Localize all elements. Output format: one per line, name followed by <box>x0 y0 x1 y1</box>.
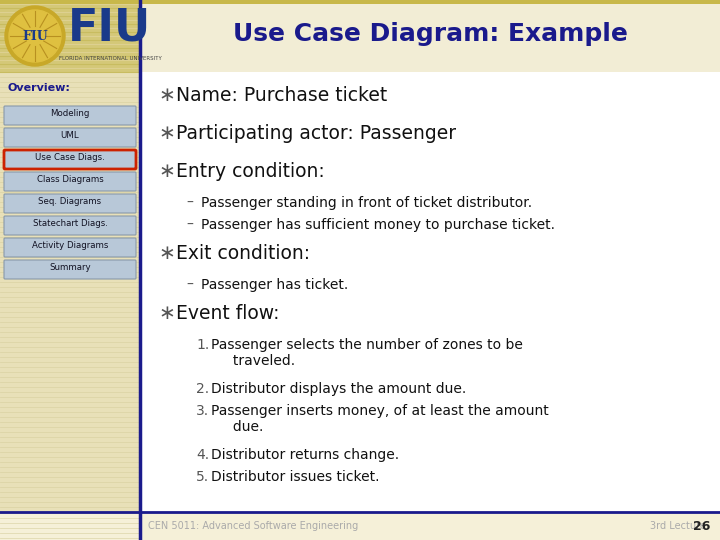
FancyBboxPatch shape <box>4 172 136 191</box>
Text: –: – <box>186 218 193 232</box>
Text: 1.: 1. <box>196 338 210 352</box>
Bar <box>0 72 140 512</box>
Text: Distributor returns change.: Distributor returns change. <box>211 448 399 462</box>
Bar <box>140 0 720 72</box>
Text: Passenger selects the number of zones to be
     traveled.: Passenger selects the number of zones to… <box>211 338 523 368</box>
Text: Event flow:: Event flow: <box>176 304 279 323</box>
Text: Entry condition:: Entry condition: <box>176 162 325 181</box>
Text: ∗: ∗ <box>158 124 175 143</box>
Text: FIU: FIU <box>22 30 48 43</box>
FancyBboxPatch shape <box>4 194 136 213</box>
FancyBboxPatch shape <box>4 128 136 147</box>
Text: Passenger standing in front of ticket distributor.: Passenger standing in front of ticket di… <box>201 196 532 210</box>
Text: Participating actor: Passenger: Participating actor: Passenger <box>176 124 456 143</box>
Text: Use Case Diagram: Example: Use Case Diagram: Example <box>233 22 627 46</box>
Text: Overview:: Overview: <box>8 83 71 93</box>
FancyBboxPatch shape <box>4 106 136 125</box>
Circle shape <box>5 6 65 66</box>
Text: 5.: 5. <box>196 470 209 484</box>
Text: 2.: 2. <box>196 382 209 396</box>
Text: Distributor issues ticket.: Distributor issues ticket. <box>211 470 379 484</box>
Bar <box>0 0 720 72</box>
Text: Statechart Diags.: Statechart Diags. <box>32 219 107 228</box>
FancyBboxPatch shape <box>4 238 136 257</box>
Text: FLORIDA INTERNATIONAL UNIVERSITY: FLORIDA INTERNATIONAL UNIVERSITY <box>58 56 161 60</box>
FancyBboxPatch shape <box>4 260 136 279</box>
Text: Passenger has ticket.: Passenger has ticket. <box>201 278 348 292</box>
Text: Seq. Diagrams: Seq. Diagrams <box>38 198 102 206</box>
FancyBboxPatch shape <box>4 216 136 235</box>
Text: FIU: FIU <box>68 6 152 50</box>
Text: ∗: ∗ <box>158 304 175 323</box>
Bar <box>141 72 720 512</box>
Text: UML: UML <box>60 132 79 140</box>
Text: 3.: 3. <box>196 404 209 418</box>
Text: Passenger has sufficient money to purchase ticket.: Passenger has sufficient money to purcha… <box>201 218 555 232</box>
Text: Distributor displays the amount due.: Distributor displays the amount due. <box>211 382 467 396</box>
Text: Class Diagrams: Class Diagrams <box>37 176 104 185</box>
Text: –: – <box>186 278 193 292</box>
Text: 3rd Lecture: 3rd Lecture <box>650 521 706 531</box>
Text: 26: 26 <box>693 519 710 532</box>
FancyBboxPatch shape <box>4 150 136 169</box>
Text: Modeling: Modeling <box>50 110 90 118</box>
Text: Activity Diagrams: Activity Diagrams <box>32 241 108 251</box>
Text: ∗: ∗ <box>158 86 175 105</box>
Bar <box>0 0 720 4</box>
Text: 4.: 4. <box>196 448 209 462</box>
Text: Passenger inserts money, of at least the amount
     due.: Passenger inserts money, of at least the… <box>211 404 549 434</box>
Text: –: – <box>186 196 193 210</box>
Bar <box>0 512 720 540</box>
Text: ∗: ∗ <box>158 244 175 263</box>
Text: Exit condition:: Exit condition: <box>176 244 310 263</box>
Text: Use Case Diags.: Use Case Diags. <box>35 153 105 163</box>
Text: Summary: Summary <box>49 264 91 273</box>
Text: Name: Purchase ticket: Name: Purchase ticket <box>176 86 387 105</box>
Text: CEN 5011: Advanced Software Engineering: CEN 5011: Advanced Software Engineering <box>148 521 359 531</box>
Circle shape <box>9 10 61 62</box>
Text: ∗: ∗ <box>158 162 175 181</box>
